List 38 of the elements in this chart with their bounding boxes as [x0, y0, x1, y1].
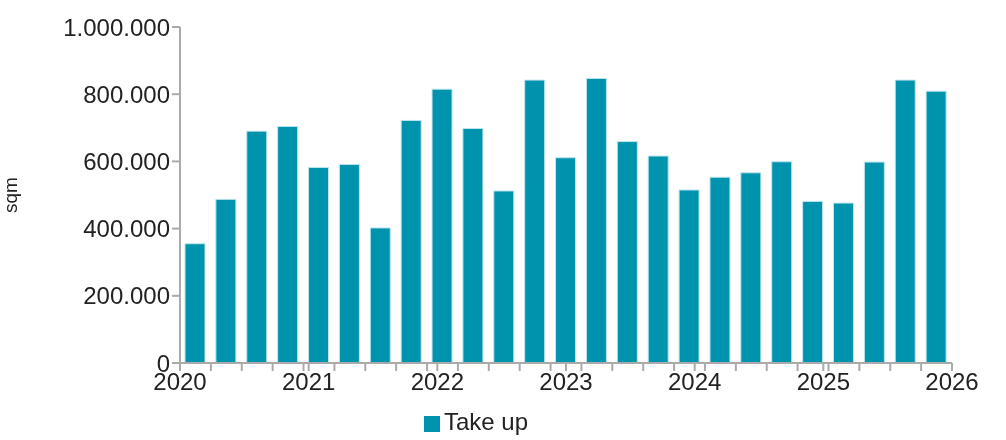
bar	[277, 125, 299, 363]
x-tick-label: 2021	[281, 368, 336, 396]
bar	[524, 79, 546, 363]
bar	[338, 163, 360, 363]
bar	[184, 243, 206, 363]
bar	[863, 161, 885, 363]
bar	[678, 189, 700, 363]
bar	[925, 90, 947, 363]
bar	[832, 202, 854, 363]
x-tick-label: 2023	[539, 368, 593, 396]
x-tick-label: 2026	[925, 368, 979, 396]
bar	[709, 176, 731, 363]
x-tick-label: 2024	[667, 368, 722, 396]
bar	[647, 155, 669, 363]
y-tick-label: 600.000	[83, 147, 170, 175]
legend-label: Take up	[443, 408, 529, 435]
bar	[215, 198, 237, 363]
bar	[246, 130, 268, 363]
bar	[585, 77, 607, 363]
bar	[462, 127, 484, 363]
y-tick-label: 1.000.000	[63, 13, 170, 41]
y-tick-label: 400.000	[83, 215, 170, 243]
y-tick-label: 200.000	[83, 282, 170, 310]
y-tick-label: 800.000	[83, 80, 170, 108]
bar	[740, 172, 762, 363]
bar	[616, 141, 638, 363]
bar	[493, 190, 515, 363]
bar	[802, 200, 824, 363]
x-tick-label: 2025	[796, 368, 851, 396]
bar	[555, 157, 577, 363]
bar	[400, 119, 422, 363]
bar	[369, 227, 391, 363]
bar	[771, 161, 793, 363]
bar	[894, 79, 916, 363]
bar	[431, 88, 453, 363]
bar	[308, 166, 330, 363]
x-tick-label: 2022	[410, 368, 465, 396]
y-axis-title: sqm	[0, 177, 21, 213]
